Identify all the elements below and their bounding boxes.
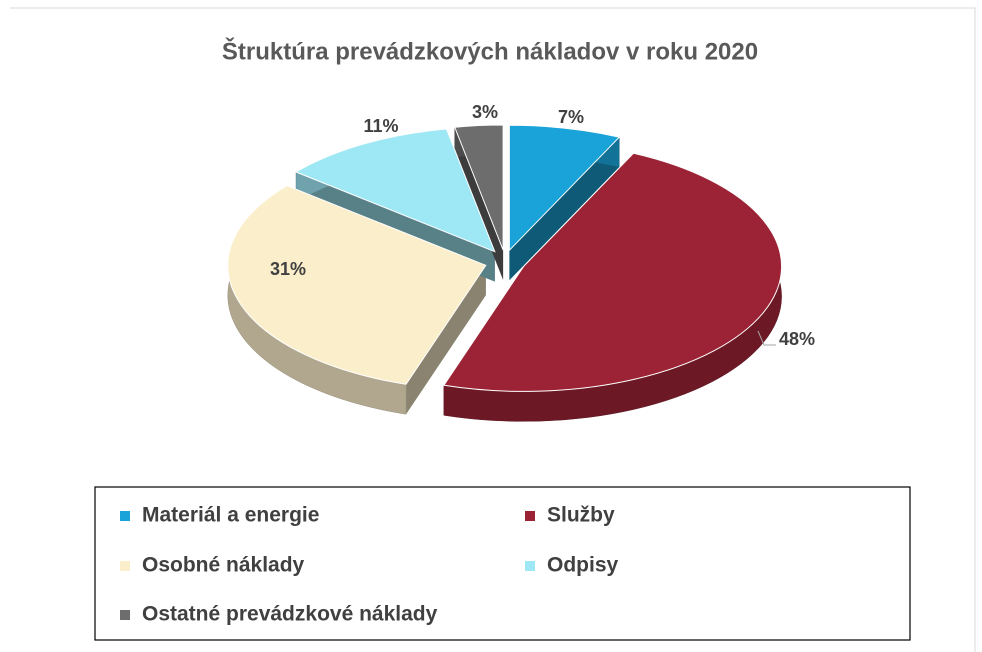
legend-swatch (120, 511, 130, 521)
data-label: 7% (558, 107, 584, 127)
slice-wall (509, 137, 620, 281)
slice (443, 152, 783, 392)
legend-label: Materiál a energie (142, 504, 319, 527)
chart-title: Štruktúra prevádzkových nákladov v roku … (222, 37, 758, 65)
leader-line (757, 330, 776, 346)
legend-label: Ostatné prevádzkové náklady (142, 603, 438, 626)
legend-swatch (120, 561, 130, 571)
legend-swatch (525, 561, 535, 571)
data-label: 48% (779, 329, 815, 349)
legend-label: Služby (547, 504, 615, 527)
data-label: 3% (472, 102, 498, 122)
slice (227, 185, 487, 385)
legend-box (94, 486, 911, 641)
slice (294, 128, 496, 253)
pie-tops (227, 124, 783, 392)
legend-label: Odpisy (547, 554, 619, 577)
slice (508, 124, 621, 252)
chart-border (10, 7, 976, 652)
data-label: 11% (363, 116, 398, 136)
labels: 7% 48% 31% 11% 3% Materiál a energie Služby Oso… (120, 102, 815, 626)
slice (454, 124, 504, 251)
legend-label: Osobné náklady (142, 554, 305, 577)
data-label: 31% (270, 259, 306, 279)
legend-swatch (120, 610, 130, 620)
slice-wall (406, 265, 486, 415)
legend-swatch (525, 511, 535, 521)
